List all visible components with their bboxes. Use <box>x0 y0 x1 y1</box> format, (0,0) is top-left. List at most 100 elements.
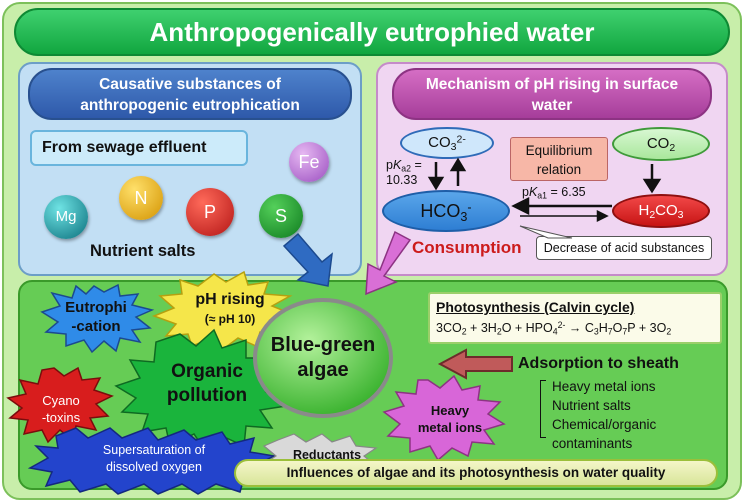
carbonate-text: CO <box>428 134 451 151</box>
eq-part-e: H <box>598 321 608 335</box>
adsorption-item: Chemical/organic <box>552 417 657 432</box>
bicarbonate-sup: - <box>467 200 472 215</box>
blue-green-algae-label: Blue-green algae <box>260 333 386 383</box>
eq-arrow: → C <box>565 321 594 335</box>
eq-sub-d: 3 <box>593 326 599 337</box>
cyanotoxins-label: Cyano -toxins <box>22 392 100 426</box>
pka2-eq: = <box>411 158 422 172</box>
heavy-line1: Heavy <box>430 403 470 418</box>
pka2-label: pKa2 = 10.33 <box>386 158 422 188</box>
adsorption-item: Heavy metal ions <box>552 379 656 394</box>
eutrophication-burst <box>40 283 155 354</box>
super-line2: dissolved oxygen <box>106 460 202 474</box>
co2-text: CO <box>646 135 670 152</box>
eq-part-c: O + HPO <box>501 321 553 335</box>
eq-sub-f: 7 <box>622 326 628 337</box>
co2-ellipse: CO2 <box>612 127 710 161</box>
co2-sub: 2 <box>669 142 676 155</box>
n-ball: N <box>119 176 163 220</box>
fe-ball: Fe <box>289 142 329 182</box>
cyano-line2: -toxins <box>41 410 81 425</box>
causative-heading-line2: anthropogenic eutrophication <box>80 97 300 114</box>
decrease-acid-callout: Decrease of acid substances <box>536 236 712 260</box>
adsorption-list: Heavy metal ions Nutrient salts Chemical… <box>552 377 656 453</box>
pink-flow-arrow <box>365 230 412 296</box>
eq-part-g: P + 3O <box>627 321 667 335</box>
eq-part-f: O <box>612 321 623 335</box>
reductants-label: Reductants <box>292 448 362 462</box>
carbonic-h: H <box>638 202 650 219</box>
bicarbonate-ellipse: HCO3- <box>382 190 510 232</box>
influences-banner: Influences of algae and its photosynthes… <box>234 459 718 487</box>
organic-pollution-burst <box>114 328 290 454</box>
page-title: Anthropogenically eutrophied water <box>14 8 730 56</box>
blue-green-algae-ball <box>253 298 393 418</box>
ph-rising-burst <box>151 270 295 352</box>
carbonate-ellipse: CO32- <box>400 127 494 159</box>
eq-sub-a: 2 <box>461 326 467 337</box>
heavy-metal-label: Heavy metal ions <box>410 402 490 436</box>
ph-heading-line2: water <box>531 97 573 114</box>
consumption-label: Consumption <box>412 238 522 257</box>
nutrient-salts-label: Nutrient salts <box>90 242 196 260</box>
mg-ball: Mg <box>44 195 88 239</box>
organic-line1: Organic <box>171 361 243 382</box>
photosynthesis-box: Photosynthesis (Calvin cycle) 3CO2 + 3H2… <box>428 292 722 344</box>
decrease-callout-pointer <box>519 225 573 239</box>
s-ball: S <box>259 194 303 238</box>
ph-rising-label: pH rising (≈ pH 10) <box>182 290 278 328</box>
eq-sup-c: 2- <box>557 320 566 331</box>
equilibrium-arrows <box>427 157 662 223</box>
organic-line2: pollution <box>166 385 248 406</box>
sewage-effluent-label: From sewage effluent <box>30 130 248 166</box>
eq-sub-e: 7 <box>607 326 613 337</box>
pka1-value: = 6.35 <box>547 185 586 199</box>
supersaturation-label: Supersaturation of dissolved oxygen <box>62 442 246 476</box>
eutrophi-line2: -cation <box>71 318 121 335</box>
eq-part-a: 3CO <box>436 321 462 335</box>
causative-heading-line1: Causative substances of <box>99 76 281 93</box>
cyano-line1: Cyano <box>42 393 80 408</box>
equilibrium-line1: Equilibrium <box>525 143 593 158</box>
heavy-metal-burst <box>382 374 506 462</box>
ph-rising-text: pH rising <box>195 291 265 308</box>
carbonate-sup: 2- <box>456 133 466 146</box>
photosynthesis-equation: 3CO2 + 3H2O + HPO42- → C3H7O7P + 3O2 <box>436 317 714 339</box>
bicarbonate-sub: 3 <box>460 209 468 224</box>
pka1-label: pKa1 = 6.35 <box>522 185 586 201</box>
ph-heading-line1: Mechanism of pH rising in surface <box>425 76 679 93</box>
photosynthesis-title: Photosynthesis (Calvin cycle) <box>436 299 635 315</box>
blue-flow-arrow <box>282 232 333 287</box>
carbonate-sub: 3 <box>450 141 457 154</box>
eq-sub-b: 2 <box>496 326 502 337</box>
pka1-sub: a1 <box>537 190 548 201</box>
adsorption-item: Nutrient salts <box>552 398 631 413</box>
eq-sub-g: 2 <box>666 326 672 337</box>
eutrophication-label: Eutrophi -cation <box>60 298 132 336</box>
ph-mechanism-heading: Mechanism of pH rising in surface water <box>392 68 712 120</box>
organic-pollution-label: Organic pollution <box>146 360 268 408</box>
heavy-line2: metal ions <box>417 420 483 435</box>
adsorption-bracket <box>540 380 546 438</box>
algae-line2: algae <box>297 359 349 381</box>
pka1-p: p <box>522 185 529 199</box>
adsorption-label: Adsorption to sheath <box>518 355 679 372</box>
eq-sub-c: 4 <box>552 326 558 337</box>
pka2-value: 10.33 <box>386 173 418 187</box>
ph-rising-value: (≈ pH 10) <box>204 312 256 326</box>
equilibrium-relation-box: Equilibrium relation <box>510 137 608 181</box>
causative-substances-heading: Causative substances of anthropogenic eu… <box>28 68 352 120</box>
algae-line1: Blue-green <box>270 334 376 356</box>
equilibrium-line2: relation <box>536 162 582 177</box>
pka1-k: K <box>528 185 538 199</box>
super-line1: Supersaturation of <box>102 443 206 457</box>
carbonic-acid-ellipse: H2CO3 <box>612 194 710 228</box>
adsorption-item: contaminants <box>552 436 633 451</box>
eq-part-b: + 3H <box>466 321 497 335</box>
pka2-k: K <box>392 158 402 172</box>
carbonic-co: CO <box>655 202 678 219</box>
bicarbonate-text: HCO <box>420 201 461 221</box>
p-ball: P <box>186 188 234 236</box>
eutrophi-line1: Eutrophi <box>65 299 127 316</box>
